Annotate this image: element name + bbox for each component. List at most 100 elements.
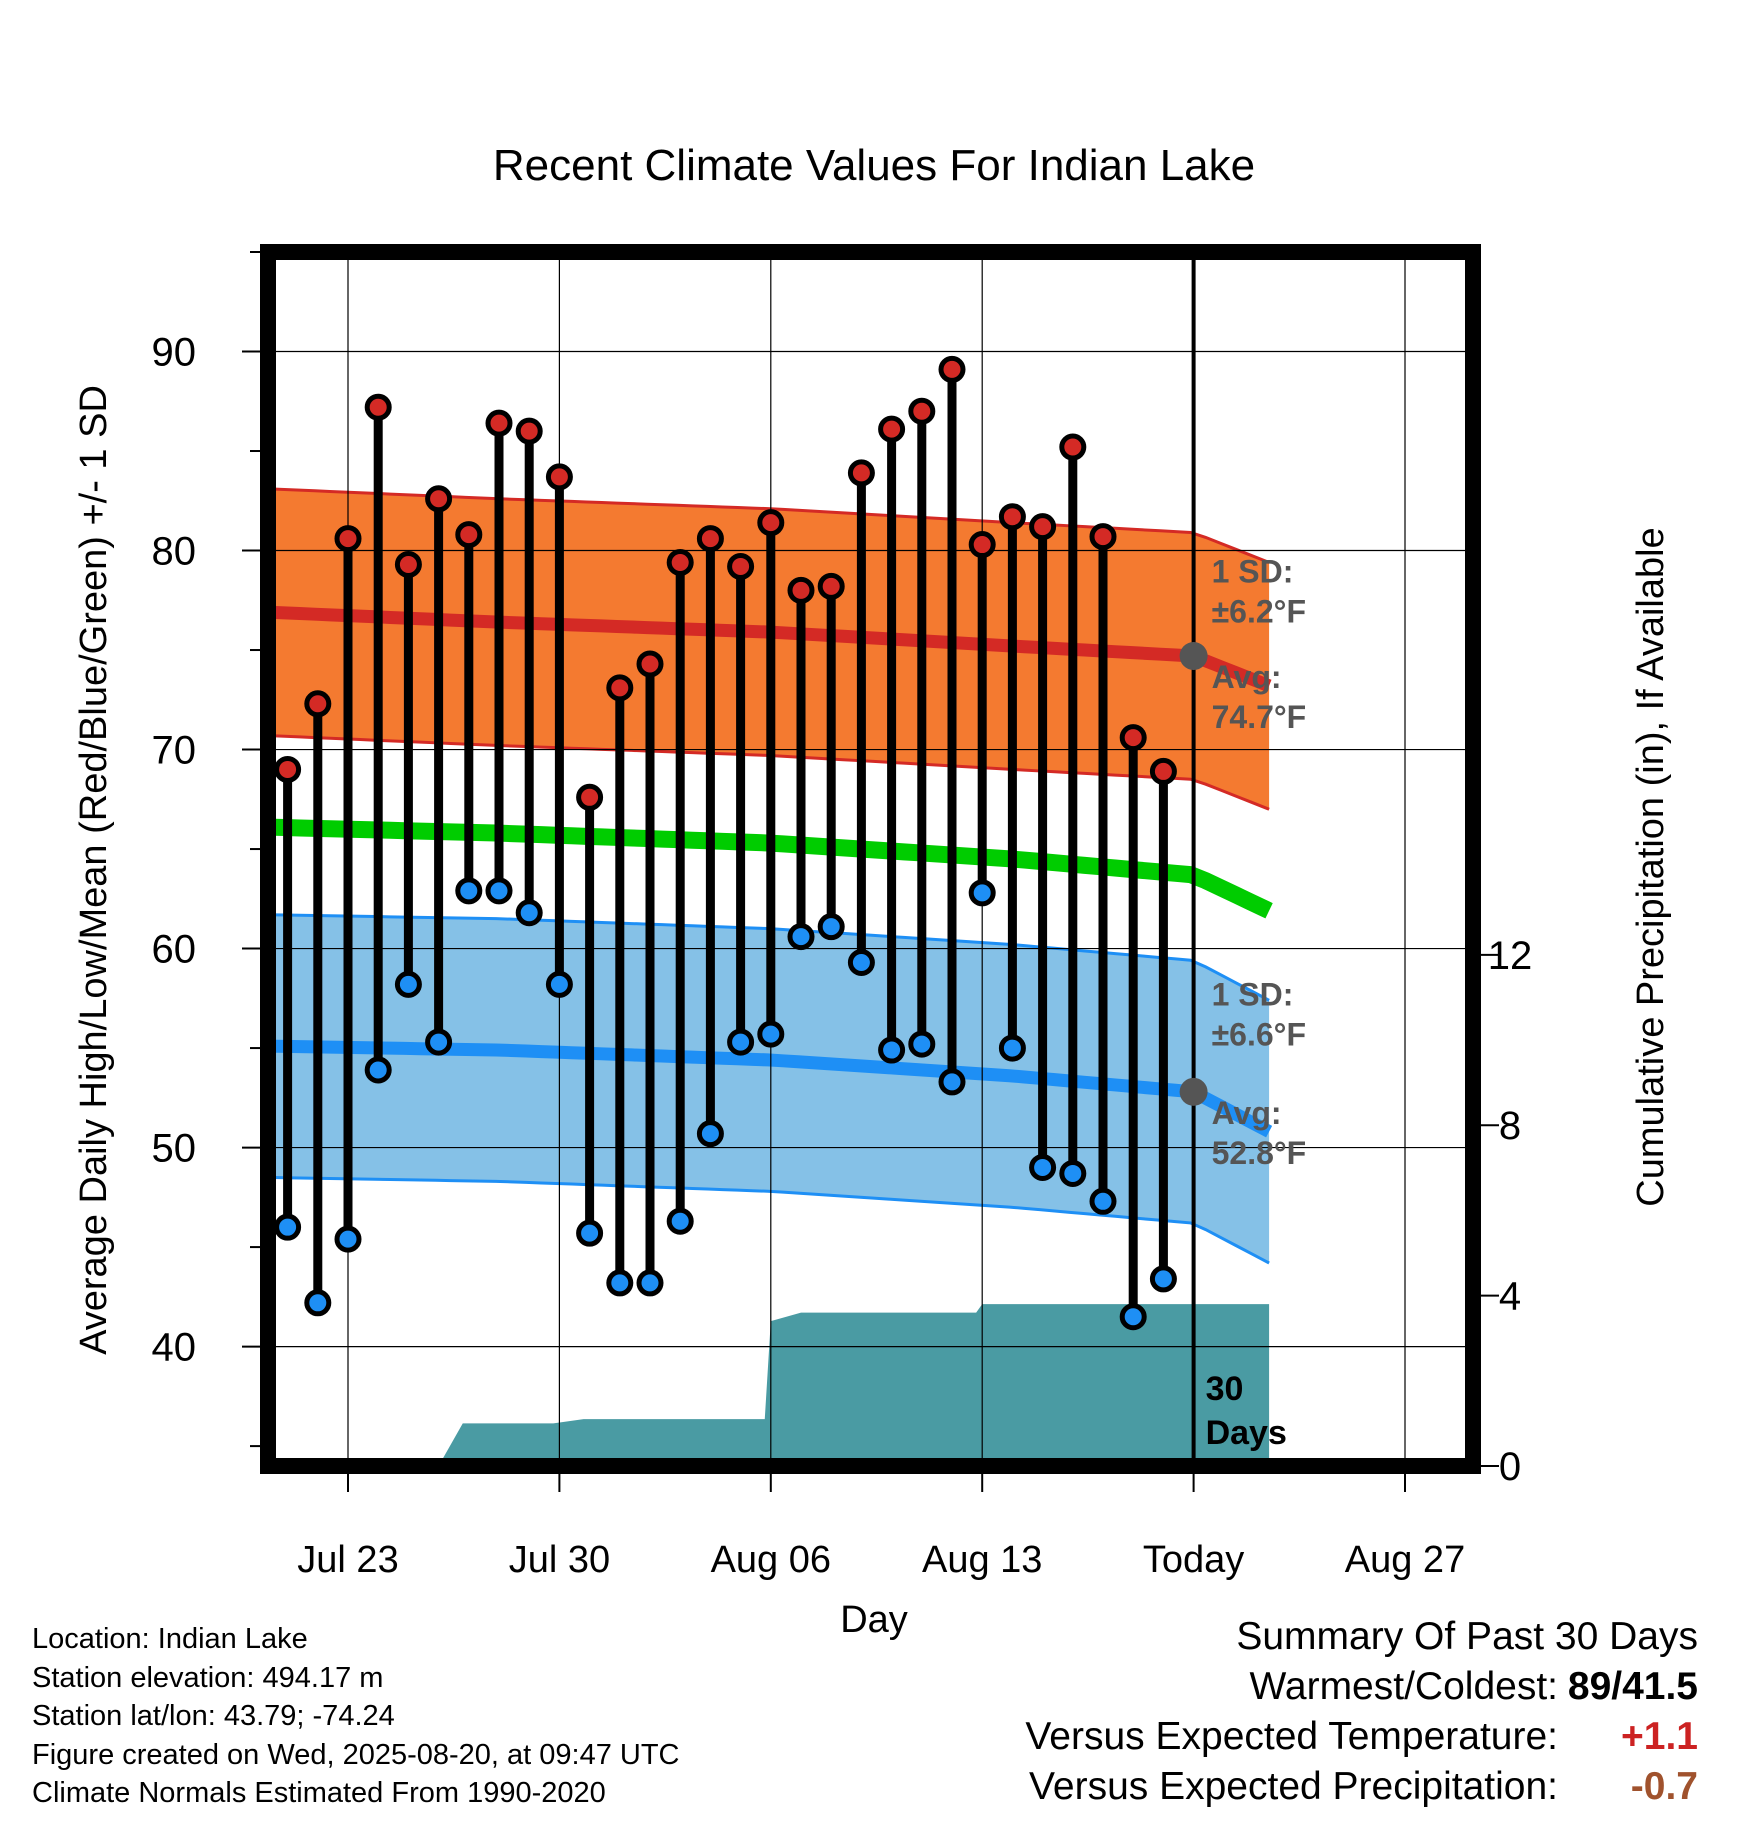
obs-high-point (757, 509, 785, 537)
obs-high-point (485, 409, 513, 437)
obs-low-point (606, 1269, 634, 1297)
station-latlon: Station lat/lon: 43.79; -74.24 (32, 1700, 395, 1732)
obs-low-point (666, 1207, 694, 1235)
precip-label: Versus Expected Precipitation: (1029, 1765, 1558, 1808)
obs-high-point (576, 783, 604, 811)
obs-low-point (425, 1028, 453, 1056)
summary-temp: Versus Expected Temperature: +1.1 (1025, 1715, 1698, 1765)
obs-low-point (1029, 1153, 1057, 1181)
temp-value: +1.1 (1621, 1715, 1698, 1758)
obs-high-point (1119, 724, 1147, 752)
obs-low-point (938, 1068, 966, 1096)
obs-low-point (545, 970, 573, 998)
today-low-avg-marker (1179, 1077, 1208, 1106)
x-tick-label: Aug 06 (711, 1539, 831, 1581)
y-tick-label: 60 (152, 928, 197, 972)
y-tick-label: 50 (152, 1127, 197, 1171)
high-sd-annotation: 1 SD: (1212, 554, 1294, 590)
obs-high-point (908, 397, 936, 425)
y-axis-label: Average Daily High/Low/Mean (Red/Blue/Gr… (73, 385, 115, 1355)
x-tick-label: Aug 27 (1345, 1539, 1465, 1581)
y-tick-label: 70 (152, 729, 197, 773)
days-label: 30 (1206, 1370, 1244, 1408)
obs-high-point (455, 521, 483, 549)
plot-area: 1 SD: ±6.2°F Avg: 74.7°F 1 SD: ±6.6°F Avg: 52.8… (152, 244, 1533, 1581)
station-location: Location: Indian Lake (32, 1623, 308, 1655)
y2-tick-label: 4 (1499, 1275, 1521, 1319)
obs-low-point (274, 1213, 302, 1241)
obs-high-point (394, 550, 422, 578)
y-tick-label: 40 (152, 1326, 197, 1370)
high-avg-annotation: 74.7°F (1212, 699, 1307, 735)
obs-high-point (606, 674, 634, 702)
y2-tick-label: 0 (1499, 1445, 1521, 1489)
obs-low-point (968, 879, 996, 907)
low-avg-annotation: 52.8°F (1212, 1135, 1307, 1171)
obs-low-point (515, 899, 543, 927)
y2-axis-label: Cumulative Precipitation (in), If Availa… (1630, 527, 1672, 1206)
obs-high-point (968, 531, 996, 559)
station-info: Location: Indian Lake Station elevation:… (32, 1620, 680, 1813)
normal-low-band (269, 914, 1270, 1264)
obs-low-point (394, 970, 422, 998)
obs-high-point (1149, 757, 1177, 785)
chart-title: Recent Climate Values For Indian Lake (493, 141, 1255, 190)
x-tick-label: Jul 30 (509, 1539, 610, 1581)
precip-value: -0.7 (1630, 1765, 1698, 1808)
x-tick-label: Aug 13 (922, 1539, 1042, 1581)
obs-low-point (1149, 1265, 1177, 1293)
x-tick-label: Today (1143, 1539, 1244, 1581)
obs-low-point (576, 1219, 604, 1247)
summary-heading-text: Summary Of Past 30 Days (1236, 1615, 1698, 1658)
summary-heading: Summary Of Past 30 Days (1025, 1615, 1698, 1665)
obs-high-point (998, 503, 1026, 531)
obs-high-point (274, 755, 302, 783)
obs-low-point (485, 877, 513, 905)
summary-warmest-coldest: Warmest/Coldest: 89/41.5 (1025, 1665, 1698, 1715)
warmest-coldest-value: 89/41.5 (1567, 1665, 1698, 1708)
obs-high-point (304, 690, 332, 718)
climate-normals: Climate Normals Estimated From 1990-2020 (32, 1777, 606, 1809)
obs-low-point (787, 923, 815, 951)
obs-low-point (364, 1056, 392, 1084)
x-axis-label: Day (840, 1599, 908, 1641)
temp-label: Versus Expected Temperature: (1025, 1715, 1558, 1758)
obs-high-point (334, 525, 362, 553)
obs-low-point (636, 1269, 664, 1297)
obs-high-point (425, 485, 453, 513)
obs-high-point (817, 572, 845, 600)
obs-low-point (847, 948, 875, 976)
high-avg-annotation: Avg: (1212, 659, 1282, 695)
obs-high-point (787, 576, 815, 604)
obs-high-point (545, 463, 573, 491)
obs-high-point (1089, 523, 1117, 551)
obs-low-point (1089, 1187, 1117, 1215)
x-tick-label: Jul 23 (297, 1539, 398, 1581)
obs-high-point (727, 552, 755, 580)
obs-low-point (455, 877, 483, 905)
obs-low-point (334, 1225, 362, 1253)
obs-high-point (666, 548, 694, 576)
obs-low-point (998, 1034, 1026, 1062)
station-elevation: Station elevation: 494.17 m (32, 1661, 384, 1694)
obs-high-point (515, 417, 543, 445)
obs-low-point (727, 1028, 755, 1056)
obs-low-point (817, 913, 845, 941)
obs-low-point (908, 1030, 936, 1058)
plot-content: 1 SD: ±6.2°F Avg: 74.7°F 1 SD: ±6.6°F Avg: 52.8… (268, 252, 1473, 1466)
obs-high-point (696, 525, 724, 553)
obs-high-point (364, 393, 392, 421)
low-sd-annotation: 1 SD: (1212, 976, 1294, 1012)
y2-tick-label: 12 (1488, 934, 1533, 978)
obs-high-point (1059, 433, 1087, 461)
y-tick-label: 80 (152, 530, 197, 574)
obs-low-point (696, 1120, 724, 1148)
precip-area (269, 1304, 1270, 1466)
low-sd-annotation: ±6.6°F (1212, 1016, 1306, 1052)
obs-high-point (847, 459, 875, 487)
obs-high-point (938, 355, 966, 383)
y-tick-label: 90 (152, 331, 197, 375)
figure-created: Figure created on Wed, 2025-08-20, at 09… (32, 1738, 680, 1771)
obs-low-point (878, 1036, 906, 1064)
